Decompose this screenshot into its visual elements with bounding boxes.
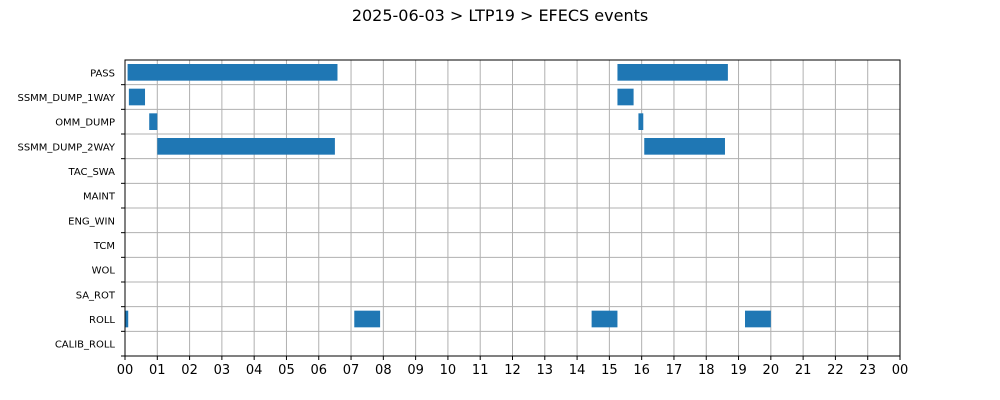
x-tick-label: 13 <box>537 363 554 378</box>
x-tick-label: 02 <box>181 363 198 378</box>
y-tick-label: SSMM_DUMP_2WAY <box>17 142 115 153</box>
event-bar <box>354 310 381 328</box>
x-tick-label: 10 <box>440 363 457 378</box>
event-bar <box>149 113 158 130</box>
event-bar <box>644 138 725 155</box>
x-tick-label: 23 <box>859 363 876 378</box>
chart-title: 2025-06-03 > LTP19 > EFECS events <box>351 6 649 25</box>
x-tick-label: 00 <box>892 363 909 378</box>
x-tick-label: 18 <box>698 363 715 378</box>
y-tick-label: SA_ROT <box>76 290 116 301</box>
event-bar <box>617 88 634 106</box>
y-tick-label: ENG_WIN <box>68 216 115 227</box>
x-tick-label: 00 <box>117 363 134 378</box>
ticks-layer: 00 01 02 03 04 05 06 07 08 09 10 11 12 13 14 15 16 17 18 19… <box>17 68 908 378</box>
y-tick-label: SSMM_DUMP_1WAY <box>17 93 115 104</box>
event-bar <box>591 310 618 328</box>
y-tick-label: OMM_DUMP <box>55 118 115 129</box>
y-tick-label: PASS <box>90 68 115 79</box>
event-bar <box>617 64 728 81</box>
x-tick-label: 12 <box>504 363 521 378</box>
y-tick-label: CALIB_ROLL <box>55 340 116 351</box>
y-tick-label: TCM <box>93 241 115 252</box>
x-tick-label: 11 <box>472 363 489 378</box>
grid-layer <box>124 60 901 357</box>
bars-layer <box>125 64 771 328</box>
x-tick-label: 06 <box>310 363 327 378</box>
y-tick-label: TAC_SWA <box>67 167 115 178</box>
event-bar <box>638 113 644 130</box>
x-tick-label: 19 <box>730 363 747 378</box>
y-tick-label: ROLL <box>89 315 115 326</box>
y-tick-label: WOL <box>92 266 116 277</box>
x-tick-label: 05 <box>278 363 295 378</box>
event-bar <box>128 88 146 106</box>
x-tick-label: 21 <box>795 363 812 378</box>
event-bar <box>127 64 338 81</box>
x-tick-label: 04 <box>246 363 263 378</box>
x-tick-label: 14 <box>569 363 586 378</box>
x-tick-label: 08 <box>375 363 392 378</box>
event-bar <box>745 310 771 328</box>
x-tick-label: 16 <box>633 363 650 378</box>
x-tick-label: 03 <box>214 363 231 378</box>
x-tick-label: 17 <box>666 363 683 378</box>
event-bar <box>125 310 129 328</box>
x-tick-label: 20 <box>763 363 780 378</box>
x-tick-label: 09 <box>407 363 424 378</box>
x-tick-label: 01 <box>149 363 166 378</box>
event-bar <box>157 138 335 155</box>
x-tick-label: 07 <box>343 363 360 378</box>
y-tick-label: MAINT <box>83 192 116 203</box>
x-tick-label: 22 <box>827 363 844 378</box>
x-tick-label: 15 <box>601 363 618 378</box>
